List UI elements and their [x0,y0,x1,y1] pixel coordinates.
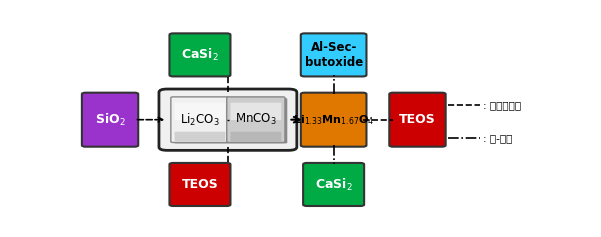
Text: TEOS: TEOS [399,113,436,126]
FancyBboxPatch shape [82,93,138,147]
FancyBboxPatch shape [303,163,364,206]
Text: MnCO$_3$: MnCO$_3$ [235,112,276,127]
Text: : 고상합성법: : 고상합성법 [483,100,521,110]
Text: TEOS: TEOS [182,178,218,191]
FancyBboxPatch shape [300,33,367,77]
FancyBboxPatch shape [230,98,287,143]
FancyBboxPatch shape [389,93,446,147]
FancyBboxPatch shape [169,33,230,77]
FancyBboxPatch shape [230,103,281,120]
FancyBboxPatch shape [174,132,225,141]
Text: Li$_{1.33}$Mn$_{1.67}$O$_4$: Li$_{1.33}$Mn$_{1.67}$O$_4$ [293,113,374,127]
Text: CaSi$_2$: CaSi$_2$ [315,176,352,192]
FancyBboxPatch shape [227,97,285,142]
FancyBboxPatch shape [159,89,297,150]
FancyBboxPatch shape [174,103,225,120]
Text: : 졸-공법: : 졸-공법 [483,133,512,143]
FancyBboxPatch shape [171,97,229,142]
FancyBboxPatch shape [174,98,231,143]
Text: Al-Sec-
butoxide: Al-Sec- butoxide [305,41,363,69]
Text: Li$_2$CO$_3$: Li$_2$CO$_3$ [180,112,220,128]
FancyBboxPatch shape [169,163,230,206]
FancyBboxPatch shape [300,93,367,147]
Text: SiO$_2$: SiO$_2$ [95,112,126,128]
Text: CaSi$_2$: CaSi$_2$ [181,47,219,63]
FancyBboxPatch shape [230,132,281,141]
